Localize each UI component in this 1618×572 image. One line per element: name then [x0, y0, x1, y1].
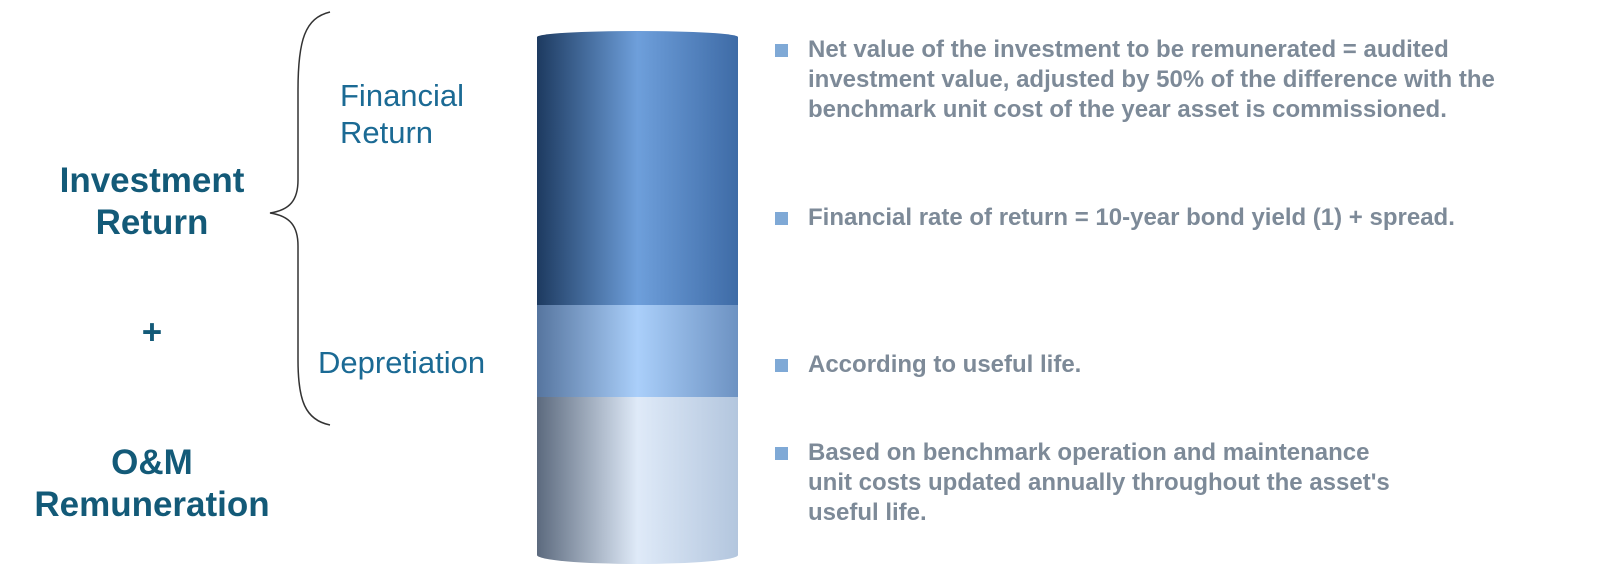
cylinder-bottom [537, 397, 738, 564]
bullet: Net value of the investment to be remune… [775, 35, 1575, 125]
page: Investment Return + O&M Remuneration Fin… [0, 0, 1618, 572]
brace [270, 12, 330, 425]
bullet: Based on benchmark operation and mainten… [775, 438, 1395, 528]
cylinder-middle [537, 305, 738, 397]
bullet: According to useful life. [775, 350, 1575, 380]
cylinder-top [537, 31, 738, 305]
bullet: Financial rate of return = 10-year bond … [775, 203, 1575, 233]
